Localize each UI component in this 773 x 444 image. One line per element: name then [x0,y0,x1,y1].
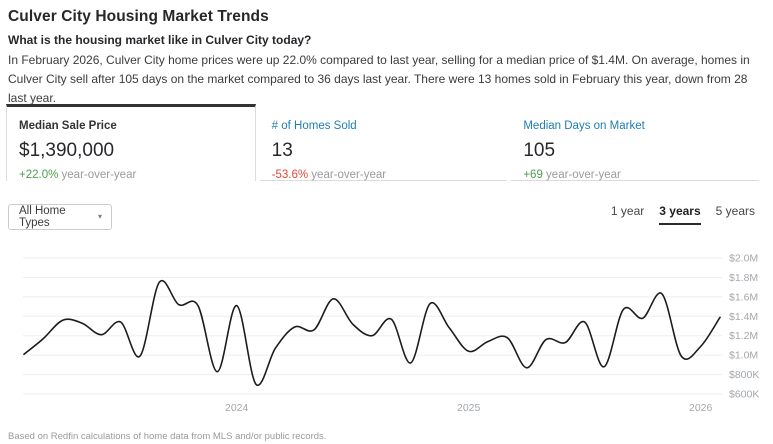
market-summary: In February 2026, Culver City home price… [8,53,750,105]
stat-tabs: Median Sale Price $1,390,000 +22.0% year… [6,104,760,181]
page-subtitle: What is the housing market like in Culve… [8,33,312,47]
y-axis-tick-label: $1.4M [729,311,758,323]
y-axis-tick-label: $1.0M [729,350,758,362]
y-axis-tick-label: $1.8M [729,272,758,284]
stat-yoy-suffix: year-over-year [308,169,387,181]
median-sale-price-line [23,279,721,386]
range-option-1-year[interactable]: 1 year [610,204,645,218]
stat-label: Median Days on Market [523,120,645,132]
price-chart[interactable]: $2.0M $1.8M $1.6M $1.4M $1.2M $1.0M $800K $600K… [0,245,773,420]
x-axis-tick-label: 2026 [689,402,713,414]
stat-yoy: +22.0% year-over-year [19,169,255,181]
stat-yoy: +69 year-over-year [523,169,759,181]
stat-tab-days-on-market[interactable]: Median Days on Market 105 +69 year-over-… [511,104,760,181]
home-type-dropdown[interactable]: All Home Types ▾ [8,204,112,230]
stat-yoy-suffix: year-over-year [542,169,621,181]
stat-label: # of Homes Sold [271,120,357,132]
stat-value: 105 [523,140,556,161]
stat-delta: +22.0% [19,169,59,181]
stat-tab-homes-sold[interactable]: # of Homes Sold 13 -53.6% year-over-year [259,104,508,181]
time-range-selector: 1 year 3 years 5 years [611,204,755,225]
chart-canvas[interactable]: $2.0M $1.8M $1.6M $1.4M $1.2M $1.0M $800K $600K… [0,245,773,420]
stat-yoy-suffix: year-over-year [58,169,137,181]
x-axis-tick-label: 2025 [457,402,481,414]
stat-label: Median Sale Price [19,120,117,132]
stat-value: 13 [271,140,293,161]
y-axis-tick-label: $2.0M [729,253,758,265]
footnote: Based on Redfin calculations of home dat… [8,431,327,442]
stat-delta: +69 [523,169,543,181]
page-title: Culver City Housing Market Trends [8,8,269,25]
stat-yoy: -53.6% year-over-year [272,169,508,181]
y-axis-tick-label: $800K [729,369,759,381]
range-option-3-years[interactable]: 3 years [659,204,701,225]
y-axis-tick-label: $1.6M [729,291,758,303]
stat-tab-median-sale-price[interactable]: Median Sale Price $1,390,000 +22.0% year… [6,104,256,181]
home-type-dropdown-value: All Home Types [19,205,66,229]
stat-delta: -53.6% [271,169,309,181]
x-axis-tick-label: 2024 [225,402,249,414]
y-axis-tick-label: $1.2M [729,330,758,342]
caret-down-icon: ▾ [97,212,102,221]
stat-value: $1,390,000 [19,140,115,161]
y-axis-tick-label: $600K [729,389,759,401]
range-option-5-years[interactable]: 5 years [715,204,755,218]
